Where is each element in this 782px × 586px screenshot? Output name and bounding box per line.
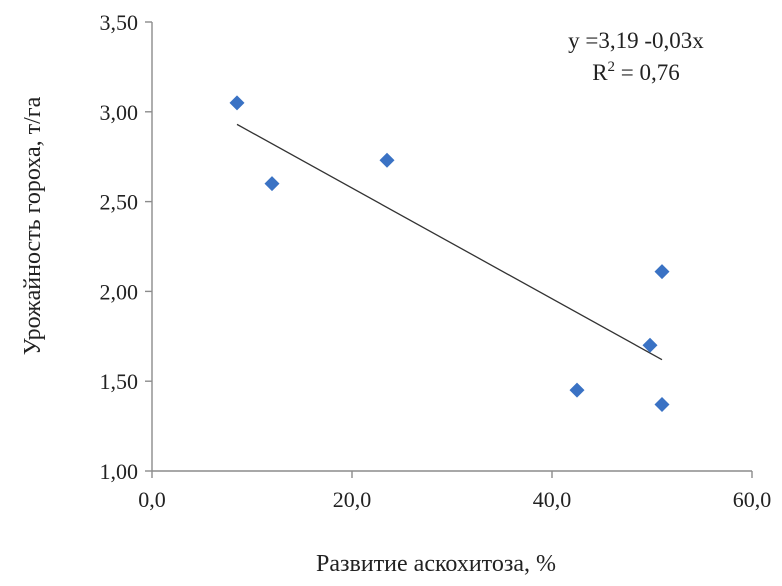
data-point: [642, 337, 658, 353]
y-tick-label: 2,00: [100, 279, 139, 304]
r-squared-label: R2 = 0,76: [592, 59, 680, 85]
data-point: [229, 95, 245, 111]
data-point: [654, 397, 670, 413]
y-tick-label: 2,50: [100, 190, 139, 215]
y-tick-label: 1,00: [100, 459, 139, 484]
r-squared-value: = 0,76: [615, 60, 680, 85]
data-point: [379, 152, 395, 168]
data-point: [264, 176, 280, 192]
tick-labels: 1,00 1,50 2,00 2,50 3,00 3,50 0,0 20,0 40,0 60,0: [100, 10, 772, 512]
regression-equation: y =3,19 -0,03x: [568, 28, 704, 53]
x-tick-label: 0,0: [138, 487, 166, 512]
y-axis-title: Урожайность гороха, т/га: [20, 96, 46, 355]
y-tick-label: 3,50: [100, 10, 139, 35]
r-squared-prefix: R: [592, 60, 608, 85]
y-tick-label: 3,00: [100, 100, 139, 125]
x-tick-label: 60,0: [733, 487, 772, 512]
r-squared-superscript: 2: [608, 59, 616, 75]
data-point: [654, 264, 670, 280]
trendline: [236, 123, 663, 361]
data-point: [569, 382, 585, 398]
data-points: [229, 95, 670, 413]
y-tick-label: 1,50: [100, 369, 139, 394]
x-tick-label: 40,0: [533, 487, 572, 512]
x-axis-title: Развитие аскохитоза, %: [316, 551, 556, 577]
axes: [145, 21, 753, 478]
trendline-layer: [236, 123, 663, 361]
x-tick-label: 20,0: [333, 487, 372, 512]
